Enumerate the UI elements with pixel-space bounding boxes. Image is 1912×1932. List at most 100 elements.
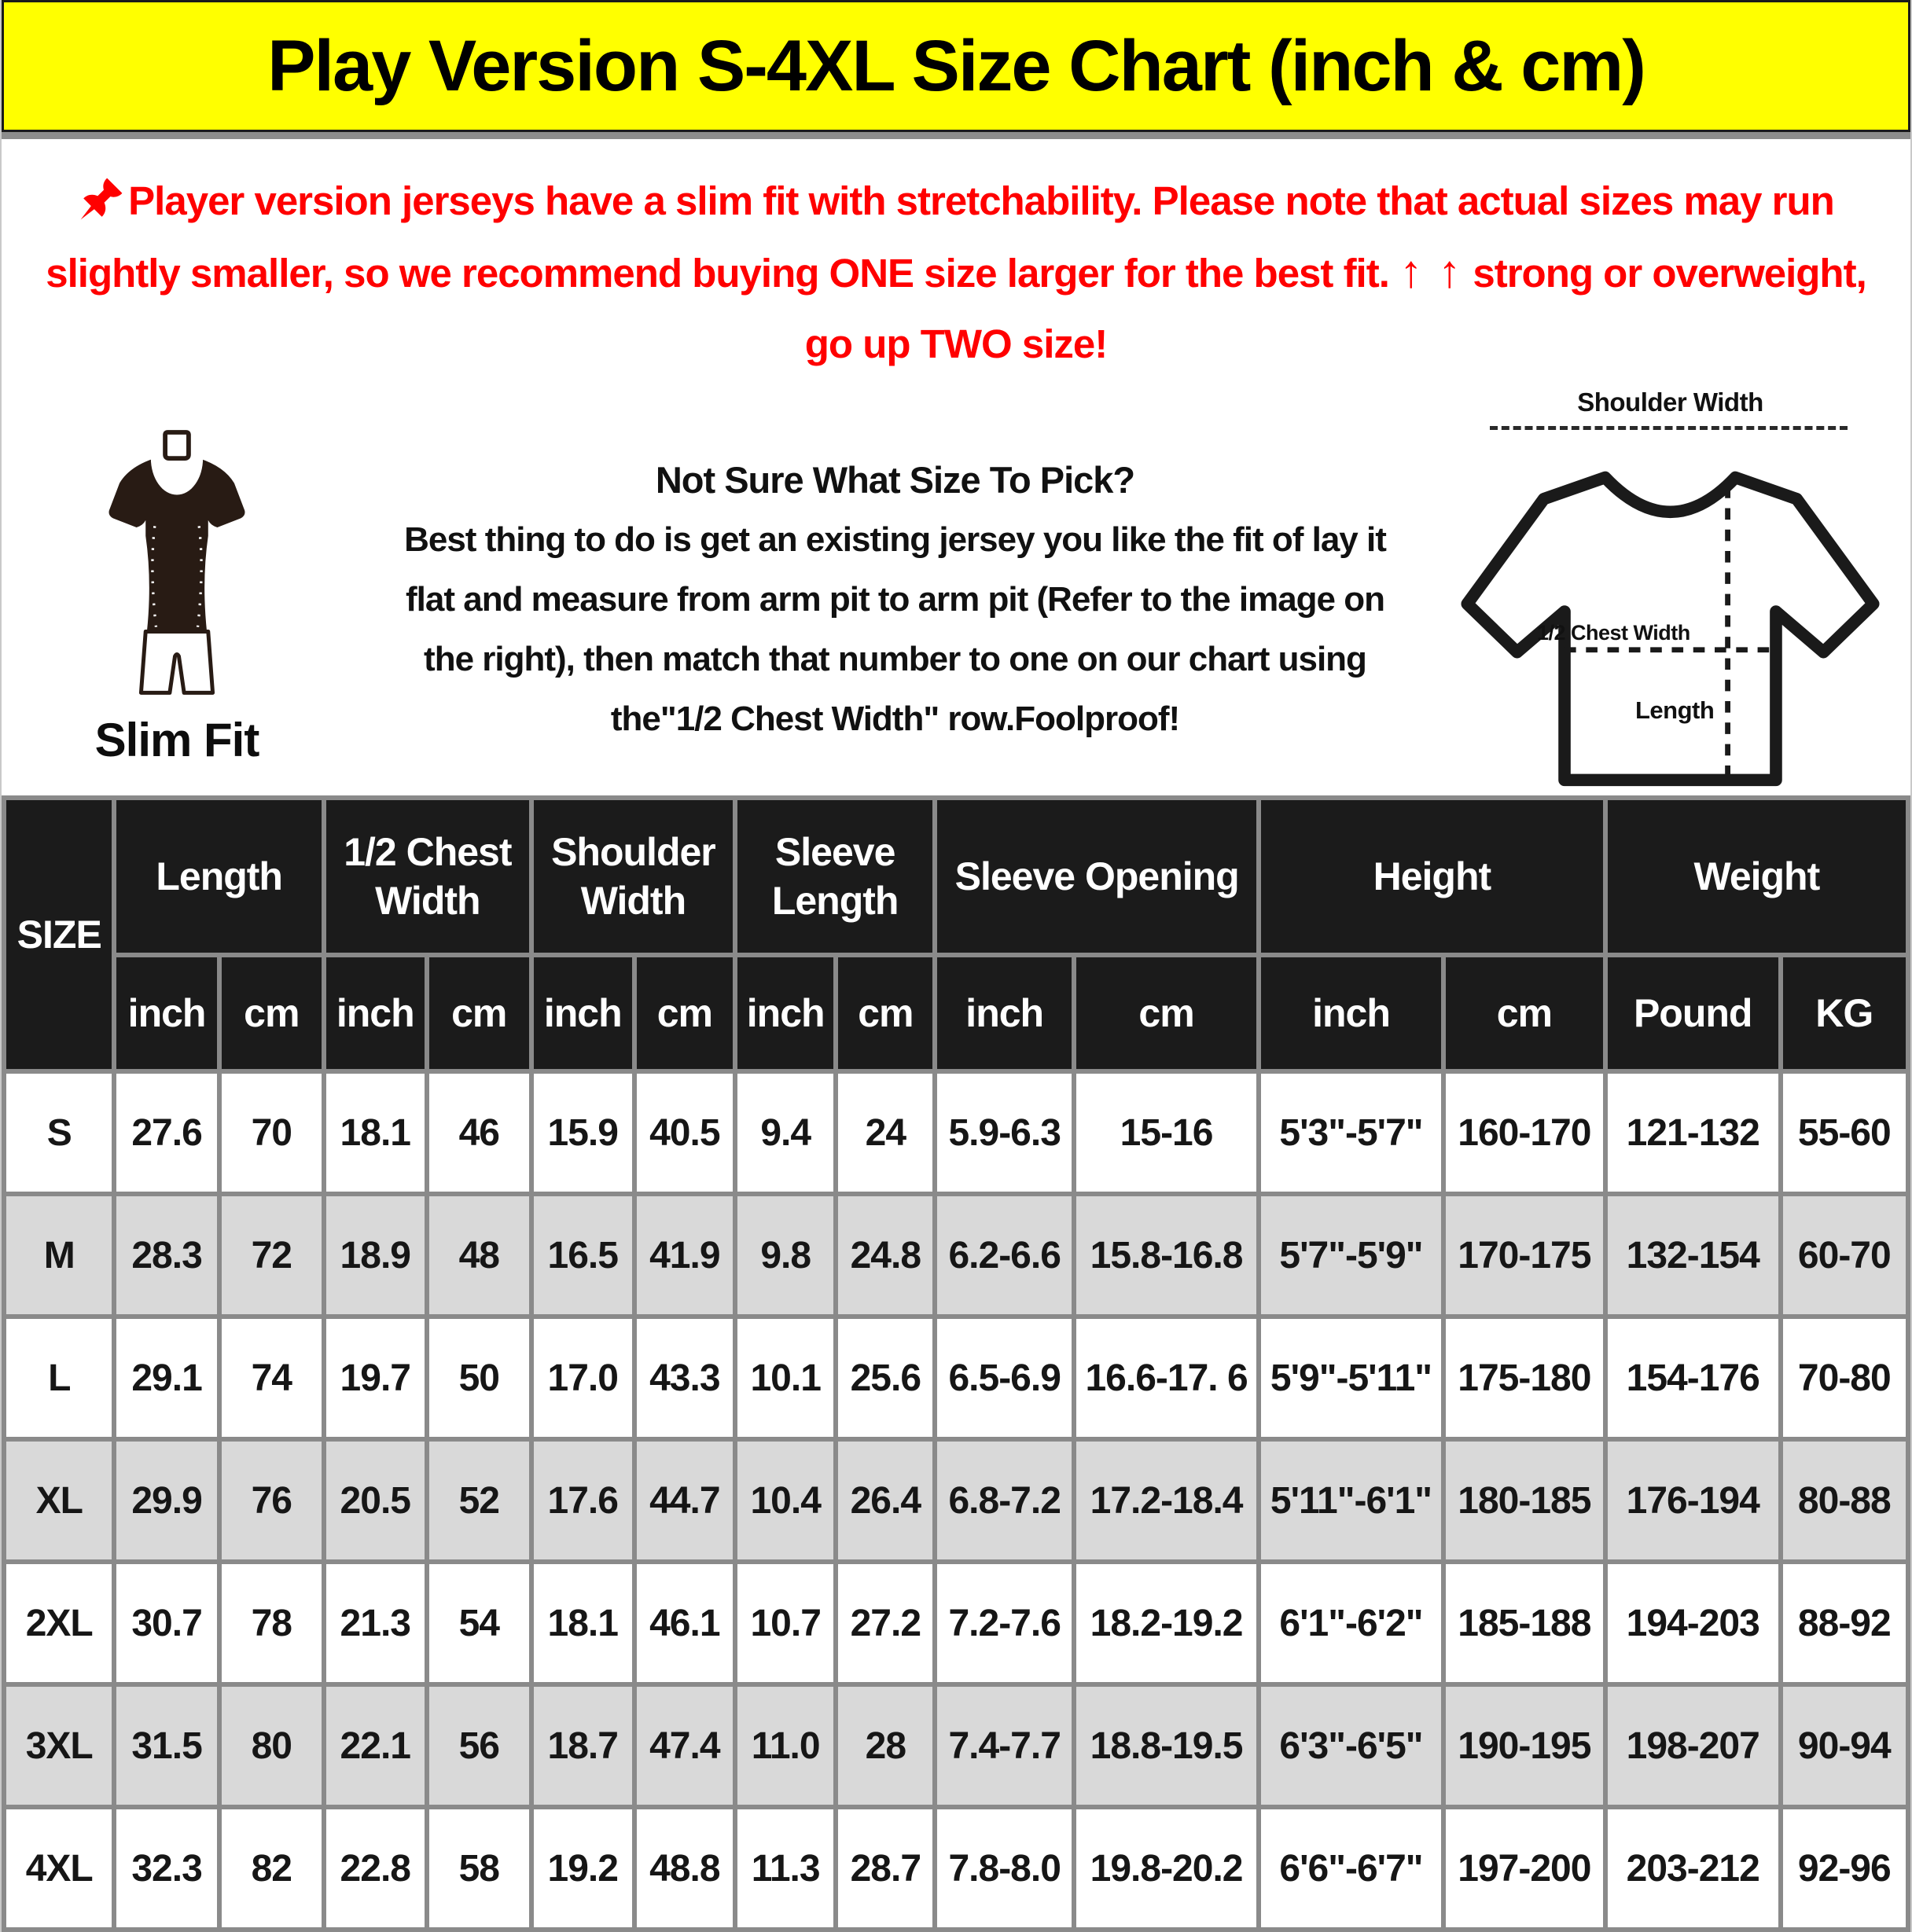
table-cell: 3XL	[1, 1682, 117, 1809]
table-cell: 40.5	[631, 1069, 738, 1196]
table-cell: 41.9	[631, 1192, 738, 1319]
table-cell: XL	[1, 1437, 117, 1564]
table-row-size-2xl: 2XL 30.7 78 21.3 54 18.1 46.1 10.7 27.2 …	[1, 1559, 1911, 1687]
table-cell: 27.2	[833, 1559, 938, 1687]
title-banner: Play Version S-4XL Size Chart (inch & cm…	[2, 0, 1910, 132]
table-cell: 5'9"-5'11"	[1256, 1314, 1446, 1442]
table-cell: 180-185	[1440, 1437, 1608, 1564]
table-cell: 10.7	[732, 1559, 839, 1687]
table-cell: 5'7"-5'9"	[1256, 1192, 1446, 1319]
table-cell: 28	[833, 1682, 938, 1809]
table-cell: 82	[216, 1805, 326, 1932]
table-cell: 25.6	[833, 1314, 938, 1442]
table-cell: 17.6	[528, 1437, 637, 1564]
table-cell: 54	[424, 1559, 534, 1687]
table-cell: 22.8	[321, 1805, 429, 1932]
table-cell: S	[1, 1069, 117, 1196]
unit-header: inch	[321, 953, 429, 1074]
table-cell: 160-170	[1440, 1069, 1608, 1196]
table-cell: 6.2-6.6	[932, 1192, 1077, 1319]
table-row-size-m: M 28.3 72 18.9 48 16.5 41.9 9.8 24.8 6.2…	[1, 1192, 1911, 1319]
table-cell: 44.7	[631, 1437, 738, 1564]
table-header-groups-row: SIZE Length 1/2 Chest Width Shoulder Wid…	[1, 795, 1911, 1074]
table-cell: 15-16	[1072, 1069, 1262, 1196]
table-cell: 78	[216, 1559, 326, 1687]
table-cell: 60-70	[1778, 1192, 1911, 1319]
table-row-size-l: L 29.1 74 19.7 50 17.0 43.3 10.1 25.6 6.…	[1, 1314, 1911, 1442]
table-cell: 17.0	[528, 1314, 637, 1442]
column-header-weight: Weight	[1602, 795, 1911, 957]
table-row-size-s: S 27.6 70 18.1 46 15.9 40.5 9.4 24 5.9-6…	[1, 1069, 1911, 1196]
table-cell: 90-94	[1778, 1682, 1911, 1809]
table-cell: 6'6"-6'7"	[1256, 1805, 1446, 1932]
table-cell: 30.7	[112, 1559, 222, 1687]
shirt-shape	[108, 455, 245, 632]
table-cell: 46	[424, 1069, 534, 1196]
table-cell: 47.4	[631, 1682, 738, 1809]
instructions-line: the right), then match that number to on…	[424, 640, 1367, 678]
unit-header: cm	[424, 953, 534, 1074]
table-cell: 170-175	[1440, 1192, 1608, 1319]
column-header-sleeve-length: Sleeve Length	[732, 795, 938, 957]
table-cell: 74	[216, 1314, 326, 1442]
instructions-line: Best thing to do is get an existing jers…	[404, 520, 1387, 559]
table-cell: 31.5	[112, 1682, 222, 1809]
instructions-line: flat and measure from arm pit to arm pit…	[406, 580, 1385, 619]
unit-header: inch	[112, 953, 222, 1074]
unit-header: inch	[932, 953, 1077, 1074]
table-cell: 15.8-16.8	[1072, 1192, 1262, 1319]
table-cell: 4XL	[1, 1805, 117, 1932]
table-cell: 6.5-6.9	[932, 1314, 1077, 1442]
table-cell: 48.8	[631, 1805, 738, 1932]
unit-header: inch	[1256, 953, 1446, 1074]
table-cell: 26.4	[833, 1437, 938, 1564]
table-row-size-3xl: 3XL 31.5 80 22.1 56 18.7 47.4 11.0 28 7.…	[1, 1682, 1911, 1809]
table-cell: 46.1	[631, 1559, 738, 1687]
table-cell: 80	[216, 1682, 326, 1809]
table-cell: 24.8	[833, 1192, 938, 1319]
table-cell: 9.8	[732, 1192, 839, 1319]
table-cell: 18.7	[528, 1682, 637, 1809]
table-cell: 11.0	[732, 1682, 839, 1809]
table-cell: 56	[424, 1682, 534, 1809]
size-pick-instructions: Not Sure What Size To Pick? Best thing t…	[346, 383, 1444, 795]
table-cell: 11.3	[732, 1805, 839, 1932]
instructions-heading: Not Sure What Size To Pick?	[655, 459, 1135, 501]
slim-fit-figure: Slim Fit	[8, 383, 346, 795]
table-cell: 154-176	[1602, 1314, 1783, 1442]
column-header-sleeve-opening: Sleeve Opening	[932, 795, 1262, 957]
table-cell: 19.2	[528, 1805, 637, 1932]
slim-fit-label: Slim Fit	[94, 714, 260, 766]
length-label: Length	[1635, 696, 1715, 724]
unit-header: cm	[1072, 953, 1262, 1074]
banner-divider	[2, 132, 1910, 139]
table-cell: 121-132	[1602, 1069, 1783, 1196]
table-cell: 203-212	[1602, 1805, 1783, 1932]
table-cell: 22.1	[321, 1682, 429, 1809]
column-header-height: Height	[1256, 795, 1608, 957]
unit-header: cm	[216, 953, 326, 1074]
table-header-units-row: inch cm inch cm inch cm inch cm inch cm …	[4, 953, 1911, 1074]
table-cell: 18.9	[321, 1192, 429, 1319]
table-cell: 28.7	[833, 1805, 938, 1932]
table-cell: 92-96	[1778, 1805, 1911, 1932]
table-cell: 29.9	[112, 1437, 222, 1564]
table-cell: M	[1, 1192, 117, 1319]
table-cell: 6'3"-6'5"	[1256, 1682, 1446, 1809]
table-cell: 28.3	[112, 1192, 222, 1319]
table-cell: L	[1, 1314, 117, 1442]
instructions-line: the"1/2 Chest Width" row.Foolproof!	[610, 700, 1180, 738]
table-cell: 27.6	[112, 1069, 222, 1196]
table-cell: 194-203	[1602, 1559, 1783, 1687]
table-cell: 176-194	[1602, 1437, 1783, 1564]
table-cell: 7.2-7.6	[932, 1559, 1077, 1687]
table-cell: 18.1	[528, 1559, 637, 1687]
table-cell: 9.4	[732, 1069, 839, 1196]
table-cell: 5.9-6.3	[932, 1069, 1077, 1196]
column-header-shoulder-width: Shoulder Width	[528, 795, 738, 957]
table-cell: 88-92	[1778, 1559, 1911, 1687]
fit-warning-notice: Player version jerseys have a slim fit w…	[13, 139, 1899, 383]
table-cell: 17.2-18.4	[1072, 1437, 1262, 1564]
table-cell: 18.2-19.2	[1072, 1559, 1262, 1687]
